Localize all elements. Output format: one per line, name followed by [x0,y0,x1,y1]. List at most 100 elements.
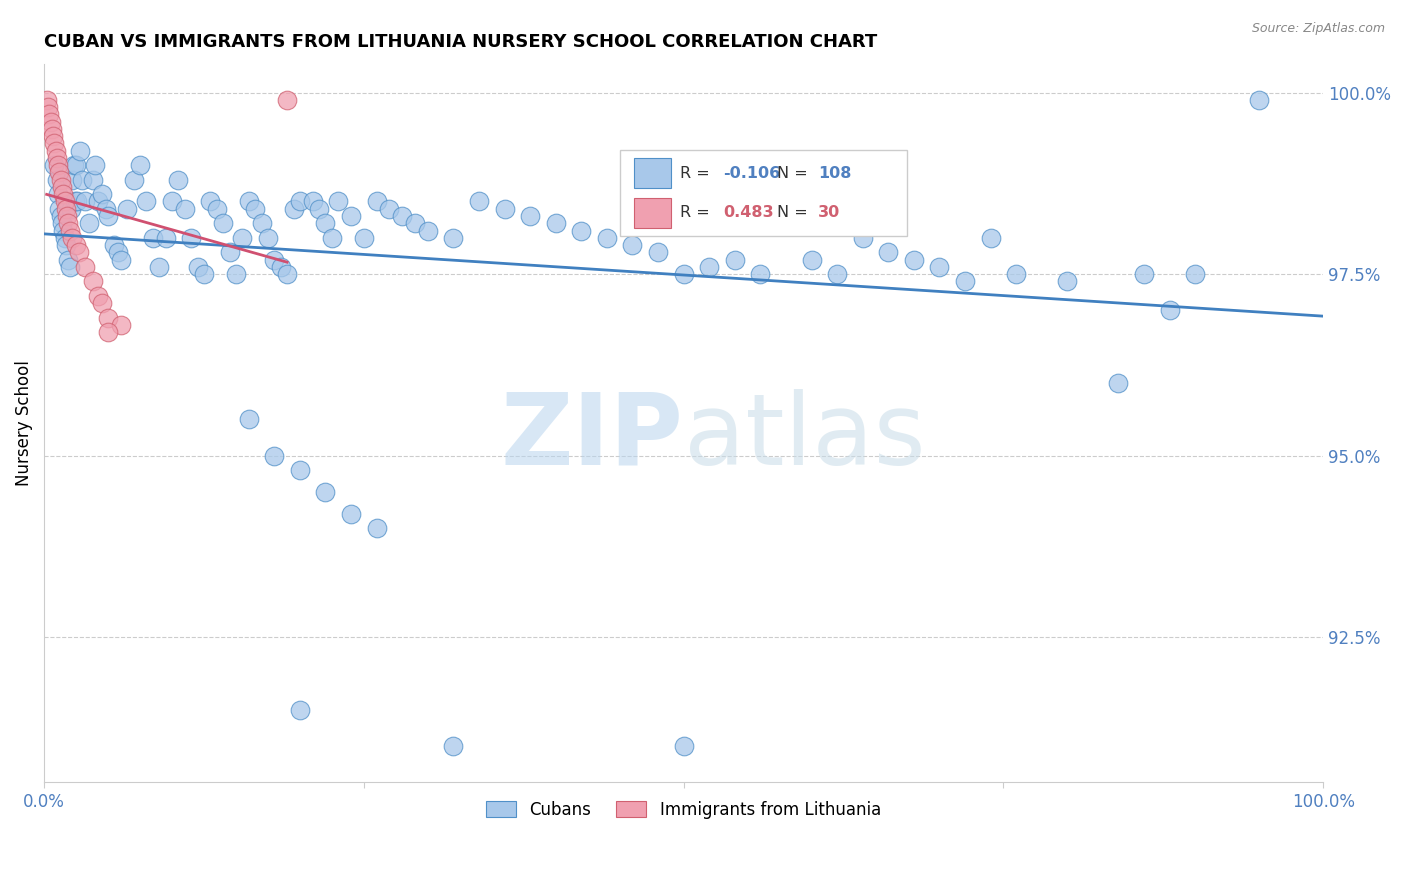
Point [980,231,1002,245]
Point [82,274,104,288]
Point [59,223,82,237]
Point [49,209,72,223]
Point [672,267,695,281]
Point [160,194,183,209]
Point [1159,303,1181,318]
Point [800,252,823,267]
Point [48,202,70,216]
Point [73,194,96,209]
Point [749,267,772,281]
Point [315,484,337,499]
Point [340,209,363,223]
Text: R =: R = [679,205,714,220]
Point [46,158,69,172]
Point [42,129,65,144]
Point [60,172,83,186]
Point [193,267,215,281]
Point [52,187,75,202]
Point [77,216,100,230]
Point [404,216,426,230]
Point [288,703,311,717]
Point [276,267,298,281]
FancyBboxPatch shape [620,150,907,236]
Point [250,216,273,230]
Point [238,412,260,426]
Text: 0.483: 0.483 [723,205,773,220]
Point [315,216,337,230]
Text: R =: R = [679,166,714,181]
Point [391,209,413,223]
Point [45,172,67,186]
Point [51,180,73,194]
Point [66,194,89,209]
Point [122,172,145,186]
Text: N =: N = [778,166,813,181]
Text: 108: 108 [818,166,851,181]
Point [59,202,82,216]
Point [366,194,388,209]
Point [328,194,350,209]
Point [697,260,720,274]
Legend: Cubans, Immigrants from Lithuania: Cubans, Immigrants from Lithuania [479,795,887,826]
Text: ZIP: ZIP [501,389,683,486]
Point [1184,267,1206,281]
Point [110,252,132,267]
FancyBboxPatch shape [634,158,671,188]
Y-axis label: Nursery School: Nursery School [15,360,32,486]
Point [117,202,139,216]
Point [55,238,77,252]
Point [48,165,70,179]
Point [825,267,848,281]
Point [1108,376,1130,390]
Point [167,172,190,186]
Text: -0.106: -0.106 [723,166,780,181]
Point [205,202,228,216]
Point [283,202,305,216]
Point [45,144,67,158]
Point [243,202,266,216]
Point [569,223,592,237]
Point [852,231,875,245]
Point [321,231,343,245]
Point [1249,93,1271,107]
Point [288,194,311,209]
Point [142,231,165,245]
Point [441,231,464,245]
Point [65,158,87,172]
Point [38,107,60,121]
Point [218,245,240,260]
Point [225,267,247,281]
Point [49,172,72,186]
Point [73,260,96,274]
Point [53,231,76,245]
Point [187,260,209,274]
Point [51,216,73,230]
Point [288,463,311,477]
Point [257,231,280,245]
Point [231,231,253,245]
Text: Source: ZipAtlas.com: Source: ZipAtlas.com [1251,22,1385,36]
Point [276,93,298,107]
Point [263,252,285,267]
Point [56,194,79,209]
Point [155,231,177,245]
Text: atlas: atlas [683,389,925,486]
Point [37,100,59,114]
Point [44,158,66,172]
Point [62,158,84,172]
Point [340,507,363,521]
Point [621,238,644,252]
Point [148,260,170,274]
Point [903,252,925,267]
Point [87,289,110,303]
Point [53,194,76,209]
Point [263,449,285,463]
Point [97,310,120,325]
Point [135,194,157,209]
Point [82,172,104,186]
Point [173,202,195,216]
Point [39,114,62,128]
Point [97,325,120,339]
Point [52,223,75,237]
Point [353,231,375,245]
